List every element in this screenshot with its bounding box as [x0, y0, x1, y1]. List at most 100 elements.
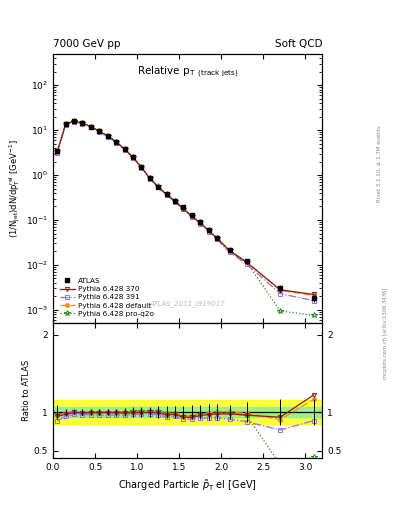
Pythia 6.428 370 — [147, 175, 152, 181]
Pythia 6.428 default — [228, 247, 232, 253]
Pythia 6.428 default — [97, 128, 102, 134]
Pythia 6.428 default — [139, 164, 144, 170]
Pythia 6.428 391 — [130, 155, 135, 161]
Pythia 6.428 391 — [164, 192, 169, 198]
Pythia 6.428 370 — [164, 191, 169, 198]
Pythia 6.428 default — [130, 154, 135, 160]
X-axis label: Charged Particle $\tilde{p}_\mathrm{T}$ el [GeV]: Charged Particle $\tilde{p}_\mathrm{T}$ … — [118, 478, 257, 493]
Pythia 6.428 370 — [156, 184, 161, 190]
Pythia 6.428 pro-q2o — [122, 146, 127, 152]
Pythia 6.428 391 — [215, 237, 219, 243]
Text: ATLAS_2011_I919017: ATLAS_2011_I919017 — [150, 301, 226, 307]
Pythia 6.428 391 — [147, 176, 152, 182]
Pythia 6.428 default — [72, 118, 77, 124]
Pythia 6.428 391 — [72, 118, 77, 124]
Pythia 6.428 default — [122, 146, 127, 152]
Pythia 6.428 pro-q2o — [130, 154, 135, 160]
Pythia 6.428 pro-q2o — [278, 308, 283, 314]
Pythia 6.428 default — [105, 133, 110, 139]
Text: 7000 GeV pp: 7000 GeV pp — [53, 38, 121, 49]
Pythia 6.428 391 — [55, 150, 60, 156]
Pythia 6.428 370 — [228, 248, 232, 254]
Text: mcplots.cern.ch [arXiv:1306.3436]: mcplots.cern.ch [arXiv:1306.3436] — [383, 287, 387, 378]
Pythia 6.428 370 — [105, 133, 110, 139]
Pythia 6.428 default — [278, 287, 283, 293]
Pythia 6.428 pro-q2o — [181, 205, 186, 211]
Line: Pythia 6.428 391: Pythia 6.428 391 — [55, 119, 316, 303]
Pythia 6.428 default — [173, 198, 177, 204]
Pythia 6.428 391 — [312, 297, 316, 304]
Pythia 6.428 370 — [173, 198, 177, 204]
Pythia 6.428 pro-q2o — [147, 175, 152, 181]
Pythia 6.428 391 — [228, 249, 232, 255]
Pythia 6.428 370 — [130, 154, 135, 160]
Pythia 6.428 391 — [63, 122, 68, 128]
Pythia 6.428 370 — [72, 118, 77, 124]
Text: Soft QCD: Soft QCD — [275, 38, 322, 49]
Pythia 6.428 pro-q2o — [114, 139, 119, 145]
Pythia 6.428 pro-q2o — [312, 312, 316, 318]
Pythia 6.428 370 — [215, 236, 219, 242]
Pythia 6.428 pro-q2o — [228, 247, 232, 253]
Pythia 6.428 pro-q2o — [244, 259, 249, 265]
Pythia 6.428 default — [88, 123, 93, 130]
Bar — [53, 407, 322, 417]
Pythia 6.428 391 — [80, 120, 85, 126]
Pythia 6.428 default — [55, 148, 60, 155]
Pythia 6.428 391 — [206, 228, 211, 234]
Pythia 6.428 391 — [114, 139, 119, 145]
Pythia 6.428 391 — [198, 221, 203, 227]
Pythia 6.428 pro-q2o — [105, 133, 110, 139]
Pythia 6.428 370 — [244, 259, 249, 265]
Y-axis label: Ratio to ATLAS: Ratio to ATLAS — [22, 360, 31, 421]
Pythia 6.428 default — [63, 121, 68, 127]
Pythia 6.428 391 — [189, 214, 194, 220]
Pythia 6.428 370 — [114, 139, 119, 145]
Pythia 6.428 pro-q2o — [173, 198, 177, 204]
Pythia 6.428 pro-q2o — [206, 227, 211, 233]
Pythia 6.428 391 — [97, 129, 102, 135]
Pythia 6.428 391 — [173, 199, 177, 205]
Line: Pythia 6.428 pro-q2o: Pythia 6.428 pro-q2o — [55, 118, 317, 318]
Pythia 6.428 370 — [55, 148, 60, 155]
Pythia 6.428 370 — [189, 213, 194, 219]
Pythia 6.428 pro-q2o — [139, 164, 144, 170]
Pythia 6.428 370 — [88, 124, 93, 130]
Pythia 6.428 default — [164, 191, 169, 198]
Pythia 6.428 pro-q2o — [164, 191, 169, 197]
Text: Relative p$_\mathregular{T}$ $_{(\mathregular{track\ jets})}$: Relative p$_\mathregular{T}$ $_{(\mathre… — [137, 65, 239, 80]
Pythia 6.428 391 — [88, 124, 93, 130]
Pythia 6.428 391 — [156, 184, 161, 190]
Pythia 6.428 default — [181, 205, 186, 211]
Legend: ATLAS, Pythia 6.428 370, Pythia 6.428 391, Pythia 6.428 default, Pythia 6.428 pr: ATLAS, Pythia 6.428 370, Pythia 6.428 39… — [57, 275, 157, 320]
Pythia 6.428 391 — [122, 147, 127, 153]
Pythia 6.428 370 — [122, 146, 127, 153]
Pythia 6.428 pro-q2o — [97, 128, 102, 134]
Pythia 6.428 default — [206, 227, 211, 233]
Pythia 6.428 pro-q2o — [88, 123, 93, 130]
Pythia 6.428 default — [147, 175, 152, 181]
Pythia 6.428 370 — [139, 164, 144, 170]
Bar — [53, 400, 322, 423]
Pythia 6.428 391 — [139, 164, 144, 170]
Pythia 6.428 pro-q2o — [55, 148, 60, 154]
Pythia 6.428 pro-q2o — [215, 235, 219, 241]
Pythia 6.428 pro-q2o — [198, 220, 203, 226]
Pythia 6.428 391 — [244, 261, 249, 267]
Pythia 6.428 default — [312, 292, 316, 298]
Y-axis label: (1/N$_\mathregular{jet}$)dN/dp$_\mathregular{T}^\mathregular{rel}$ [GeV$^{-1}$]: (1/N$_\mathregular{jet}$)dN/dp$_\mathreg… — [7, 139, 22, 238]
Pythia 6.428 pro-q2o — [63, 121, 68, 127]
Pythia 6.428 370 — [198, 220, 203, 226]
Pythia 6.428 default — [114, 139, 119, 145]
Pythia 6.428 pro-q2o — [80, 120, 85, 126]
Pythia 6.428 default — [198, 220, 203, 226]
Pythia 6.428 default — [189, 213, 194, 219]
Text: Rivet 3.1.10, ≥ 1.7M events: Rivet 3.1.10, ≥ 1.7M events — [377, 125, 382, 202]
Pythia 6.428 391 — [278, 290, 283, 296]
Pythia 6.428 370 — [181, 206, 186, 212]
Pythia 6.428 391 — [181, 206, 186, 212]
Pythia 6.428 391 — [105, 134, 110, 140]
Pythia 6.428 default — [80, 120, 85, 126]
Pythia 6.428 370 — [206, 227, 211, 233]
Pythia 6.428 370 — [97, 128, 102, 134]
